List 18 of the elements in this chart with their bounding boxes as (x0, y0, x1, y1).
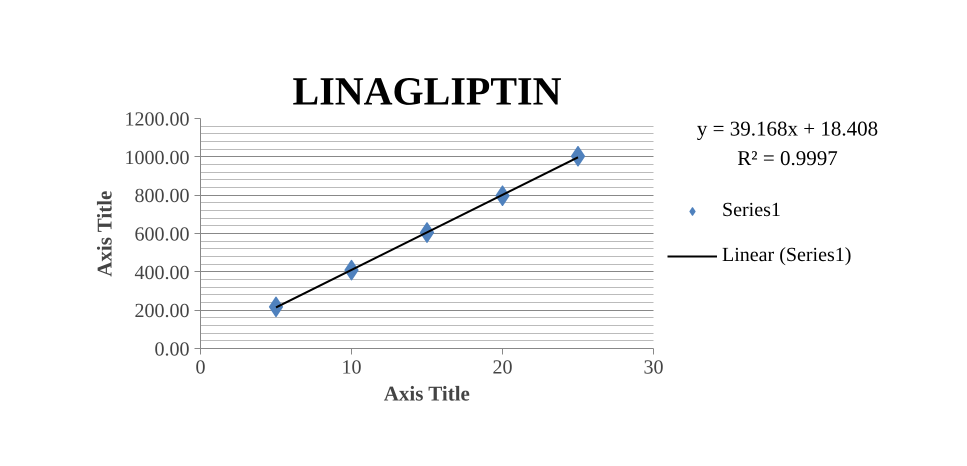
y-tick-label: 800.00 (134, 185, 190, 208)
text: R² = 0.9997 (737, 146, 838, 170)
chart-title: LINAGLIPTIN (292, 68, 562, 114)
y-tick-label: 0.00 (154, 338, 190, 360)
y-tick-label: 600.00 (134, 224, 190, 246)
y-tick-label: 1000.00 (124, 146, 190, 169)
y-tick-label: 200.00 (134, 300, 190, 322)
y-axis-title: Axis Title (92, 190, 116, 277)
text: y = 39.168x + 18.408 (696, 116, 878, 140)
x-tick-label: 20 (492, 356, 512, 378)
x-tick-label: 10 (342, 356, 362, 378)
legend-label: Series1 (722, 199, 781, 222)
y-tick-label: 400.00 (134, 262, 190, 284)
x-tick-label: 0 (196, 356, 206, 378)
legend-label: Linear (Series1) (722, 244, 852, 267)
x-tick-label: 30 (644, 356, 664, 378)
y-tick-label: 1200.00 (124, 108, 190, 130)
x-axis-title: Axis Title (384, 382, 470, 406)
